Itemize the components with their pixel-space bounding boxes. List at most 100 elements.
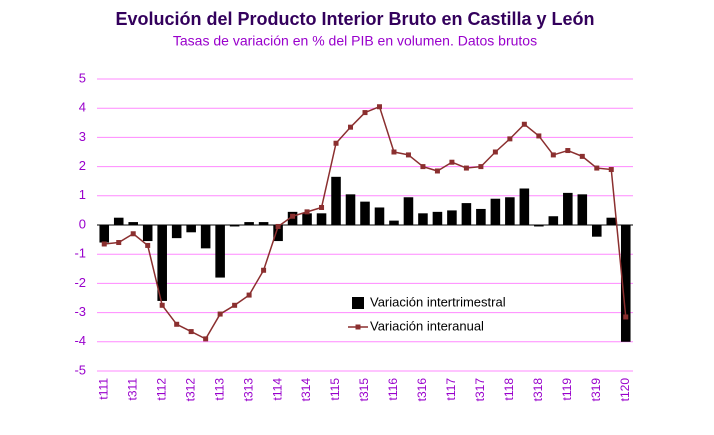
marker <box>348 124 354 130</box>
x-tick-label: t116 <box>386 378 400 401</box>
y-tick-label: -4 <box>74 333 86 348</box>
bar <box>345 194 356 225</box>
bar <box>171 225 182 239</box>
y-tick-label: -1 <box>74 246 86 261</box>
x-tick-label: t115 <box>328 378 342 401</box>
marker <box>521 121 527 127</box>
x-tick-label: t318 <box>531 378 545 402</box>
bar <box>534 225 544 227</box>
marker <box>478 164 484 170</box>
marker <box>507 136 513 142</box>
bar <box>461 203 472 225</box>
x-tick-label: t111 <box>96 378 110 400</box>
bar <box>620 225 631 342</box>
marker <box>608 167 614 173</box>
marker <box>188 329 194 335</box>
marker <box>203 336 209 342</box>
y-tick-label: 1 <box>79 187 86 202</box>
marker <box>275 223 281 229</box>
marker <box>159 302 165 308</box>
y-tick-label: 4 <box>79 100 86 115</box>
bar <box>99 225 110 243</box>
x-tick-label: t316 <box>415 378 429 402</box>
marker <box>304 209 310 215</box>
y-tick-label: 5 <box>79 70 86 85</box>
x-tick-label: t312 <box>183 378 197 402</box>
x-tick-label: t313 <box>241 378 255 402</box>
marker <box>101 241 107 247</box>
marker <box>145 242 151 248</box>
marker <box>492 149 498 155</box>
bar <box>548 216 559 225</box>
marker <box>536 133 542 139</box>
bar <box>606 217 617 225</box>
marker <box>463 165 469 171</box>
legend-swatch <box>352 297 364 309</box>
bar <box>244 222 254 225</box>
marker <box>391 149 397 155</box>
legend-label: Variación intertrimestral <box>370 294 506 309</box>
marker <box>550 152 556 158</box>
bar <box>186 225 196 233</box>
x-tick-label: t317 <box>473 378 487 402</box>
x-tick-label: t112 <box>154 378 168 401</box>
marker <box>246 292 252 298</box>
marker <box>623 314 629 320</box>
marker <box>217 311 223 317</box>
y-tick-label: 3 <box>79 129 86 144</box>
marker <box>319 204 325 210</box>
chart-subtitle: Tasas de variación en % del PIB en volum… <box>173 33 537 49</box>
bar <box>215 225 225 278</box>
bar <box>360 201 370 225</box>
x-tick-label: t118 <box>502 378 516 401</box>
bar <box>505 197 515 225</box>
bar <box>229 225 240 227</box>
marker <box>116 240 122 246</box>
bar <box>302 213 312 225</box>
bar <box>316 213 327 225</box>
bar <box>113 217 124 225</box>
bar <box>331 176 341 225</box>
marker <box>362 110 368 116</box>
marker <box>405 152 411 158</box>
chart-title: Evolución del Producto Interior Bruto en… <box>115 9 594 29</box>
marker <box>174 321 180 327</box>
marker <box>130 231 136 237</box>
marker <box>449 159 455 165</box>
y-tick-label: -5 <box>74 362 86 377</box>
marker <box>333 140 339 146</box>
x-tick-label: t119 <box>560 378 574 401</box>
marker <box>579 153 585 159</box>
bar <box>432 211 443 225</box>
y-tick-label: -3 <box>74 304 86 319</box>
bar <box>157 225 167 301</box>
bar <box>490 198 501 225</box>
marker <box>434 168 440 174</box>
y-tick-label: -2 <box>74 275 86 290</box>
bar <box>273 225 283 242</box>
bar <box>519 188 530 225</box>
x-tick-label: t319 <box>589 378 603 402</box>
bar <box>128 222 138 225</box>
y-tick-label: 0 <box>79 216 86 231</box>
marker <box>376 104 382 110</box>
bar <box>418 213 428 225</box>
marker <box>420 164 426 170</box>
bar <box>577 194 588 225</box>
marker <box>232 302 238 308</box>
bar <box>200 225 211 249</box>
marker <box>565 148 571 154</box>
bar <box>142 225 153 242</box>
bar <box>592 225 602 237</box>
bar <box>389 220 399 225</box>
x-tick-label: t315 <box>357 378 371 402</box>
x-tick-label: t114 <box>270 378 284 401</box>
bar <box>476 208 486 225</box>
x-tick-label: t117 <box>444 378 458 401</box>
marker <box>594 165 600 171</box>
bar <box>258 222 269 225</box>
x-tick-label: t311 <box>125 378 139 401</box>
y-tick-label: 2 <box>79 158 86 173</box>
bar <box>403 197 414 225</box>
